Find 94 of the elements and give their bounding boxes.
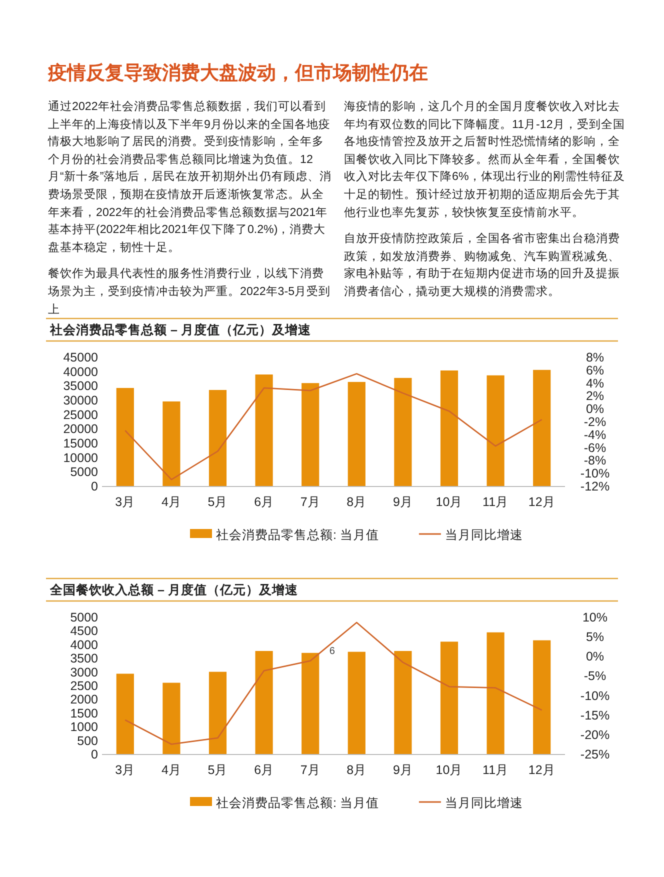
y2-tick-label: 5% bbox=[586, 630, 604, 644]
y2-tick-label: -10% bbox=[580, 466, 610, 481]
bar bbox=[255, 650, 273, 754]
x-tick-label: 11月 bbox=[482, 495, 509, 509]
bar bbox=[208, 672, 227, 754]
y-tick-label: 3000 bbox=[70, 665, 98, 680]
y2-tick-label: -5% bbox=[584, 669, 606, 684]
y2-tick-label: -15% bbox=[580, 708, 610, 722]
y2-tick-label: -25% bbox=[580, 748, 610, 762]
y-tick-label: 10000 bbox=[63, 450, 98, 465]
y2-tick-label: 10% bbox=[582, 610, 608, 624]
legend-label: 社会消费品零售总额: 当月值 bbox=[216, 528, 379, 542]
y-tick-label: 0 bbox=[91, 748, 98, 762]
x-tick-label: 12月 bbox=[528, 495, 556, 509]
y2-tick-label: -10% bbox=[580, 688, 610, 703]
y2-tick-label: -2% bbox=[584, 415, 606, 429]
y-tick-label: 1000 bbox=[70, 720, 98, 734]
bar bbox=[394, 378, 412, 486]
x-tick-label: 6月 bbox=[254, 495, 274, 509]
y-tick-label: 35000 bbox=[63, 379, 98, 394]
x-tick-label: 5月 bbox=[208, 495, 228, 509]
x-tick-label: 11月 bbox=[482, 763, 509, 777]
text: 餐饮作为最具代表性的服务性消费行业，以线下消费场景为主，受到疫情冲击较为严重。2022年3-5月受到上 bbox=[48, 266, 332, 318]
y2-tick-label: 2% bbox=[586, 389, 604, 404]
y-tick-label: 4000 bbox=[70, 638, 98, 652]
bar bbox=[486, 375, 504, 486]
text: 通过2022年社会消费品零售总额数据，我们可以看到上半年的上海疫情以及下半年9月份以来的全国各地疫情极大地影响了居民的消费。受到疫情影响，全年多个月份的社会消费品零售总额同比增速为负值。12月“新十条”落地后，居民在放开初期外出仍有顾虑、消费场景受限，预期在疫情放开后逐渐恢复常态。从全年来看，2022年的社会消费品零售总额数据与2021年基本持平(2022年相比2021年仅下降了0.2%)，消费大盘基本稳定，韧性十足。 bbox=[48, 100, 332, 254]
bar bbox=[116, 674, 134, 754]
bar bbox=[394, 650, 412, 754]
x-tick-label: 7月 bbox=[300, 763, 320, 777]
bar bbox=[533, 640, 551, 754]
text: 自放开疫情防控政策后，全国各省市密集出台稳消费政策，如发放消费券、购物减免、汽车购置税减免、家电补贴等，有助于在短期内促进市场的回升及提振消费者信心，撬动更大规模的消费需求。 bbox=[344, 231, 621, 300]
y2-tick-label: 6% bbox=[586, 363, 604, 378]
y2-tick-label: 8% bbox=[586, 350, 604, 364]
line-series bbox=[124, 622, 543, 745]
x-tick-label: 9月 bbox=[392, 763, 413, 777]
bar bbox=[348, 382, 366, 486]
y-tick-label: 500 bbox=[77, 734, 98, 748]
x-tick-label: 3月 bbox=[115, 495, 136, 509]
x-tick-label: 3月 bbox=[115, 763, 136, 777]
y-tick-label: 2000 bbox=[70, 692, 98, 707]
y2-tick-label: -4% bbox=[584, 428, 606, 442]
bar bbox=[440, 642, 458, 754]
bar bbox=[348, 652, 366, 754]
y-tick-label: 5000 bbox=[70, 610, 98, 624]
y-tick-label: 40000 bbox=[63, 364, 98, 379]
y2-tick-label: 0% bbox=[586, 650, 604, 664]
x-tick-label: 8月 bbox=[346, 495, 367, 509]
y-tick-label: 25000 bbox=[63, 408, 98, 422]
y-tick-label: 3500 bbox=[70, 652, 98, 666]
bar bbox=[302, 383, 320, 486]
y-tick-label: 5000 bbox=[70, 465, 98, 480]
bar bbox=[208, 390, 227, 486]
bar bbox=[162, 682, 180, 754]
text: 海疫情的影响，这几个月的全国月度餐饮收入对比去年均有双位数的同比下降幅度。11月-12月，受到全国各地疫情管控及放开之后暂时性恐慌情绪的影响，全国餐饮收入同比下降较多。然而从全年看，全国餐饮收入对比去年仅下降6%，体现出行业的刚需性特征及十足的韧性。预计经过放开初期的适应期后会先于其他行业也率先复苏，较快恢复至疫情前水平。 bbox=[344, 99, 626, 221]
x-tick-label: 8月 bbox=[346, 763, 367, 777]
y2-tick-label: -8% bbox=[584, 454, 606, 468]
x-tick-label: 5月 bbox=[208, 763, 228, 777]
bar bbox=[162, 401, 180, 486]
y2-tick-label: -12% bbox=[580, 480, 610, 494]
y2-tick-label: -20% bbox=[580, 728, 610, 742]
legend-label: 当月同比增速 bbox=[444, 528, 523, 542]
bar bbox=[302, 652, 320, 754]
x-tick-label: 6月 bbox=[254, 763, 274, 777]
bar bbox=[533, 370, 551, 486]
x-tick-label: 7月 bbox=[300, 495, 320, 509]
chart-title: 社会消费品零售总额 – 月度值（亿元）及增速 bbox=[49, 322, 312, 337]
bar bbox=[116, 388, 134, 486]
y-tick-label: 20000 bbox=[63, 422, 98, 436]
text: 疫情反复导致消费大盘波动，但市场韧性仍在 bbox=[48, 62, 428, 86]
bar bbox=[255, 374, 273, 486]
bar bbox=[440, 370, 458, 486]
y-tick-label: 1500 bbox=[70, 706, 98, 720]
y-tick-label: 0 bbox=[91, 480, 98, 494]
y2-tick-label: 4% bbox=[586, 376, 604, 390]
y2-tick-label: 0% bbox=[586, 402, 604, 416]
x-tick-label: 12月 bbox=[528, 763, 556, 777]
y-tick-label: 45000 bbox=[63, 350, 98, 364]
x-tick-label: 10月 bbox=[436, 763, 463, 777]
line-series bbox=[124, 373, 543, 480]
x-tick-label: 9月 bbox=[392, 495, 413, 509]
legend-label: 当月同比增速 bbox=[444, 796, 523, 810]
x-tick-label: 4月 bbox=[161, 763, 182, 777]
annotation: 6 bbox=[329, 646, 336, 657]
x-tick-label: 4月 bbox=[161, 495, 182, 509]
y-tick-label: 15000 bbox=[63, 436, 98, 450]
y-tick-label: 30000 bbox=[63, 394, 98, 408]
y-tick-label: 4500 bbox=[70, 624, 98, 638]
x-tick-label: 10月 bbox=[436, 495, 463, 509]
y2-tick-label: -6% bbox=[584, 440, 606, 455]
legend-label: 社会消费品零售总额: 当月值 bbox=[216, 796, 379, 810]
bar bbox=[486, 632, 504, 754]
y-tick-label: 2500 bbox=[70, 679, 98, 693]
chart-title: 全国餐饮收入总额 – 月度值（亿元）及增速 bbox=[49, 582, 299, 597]
